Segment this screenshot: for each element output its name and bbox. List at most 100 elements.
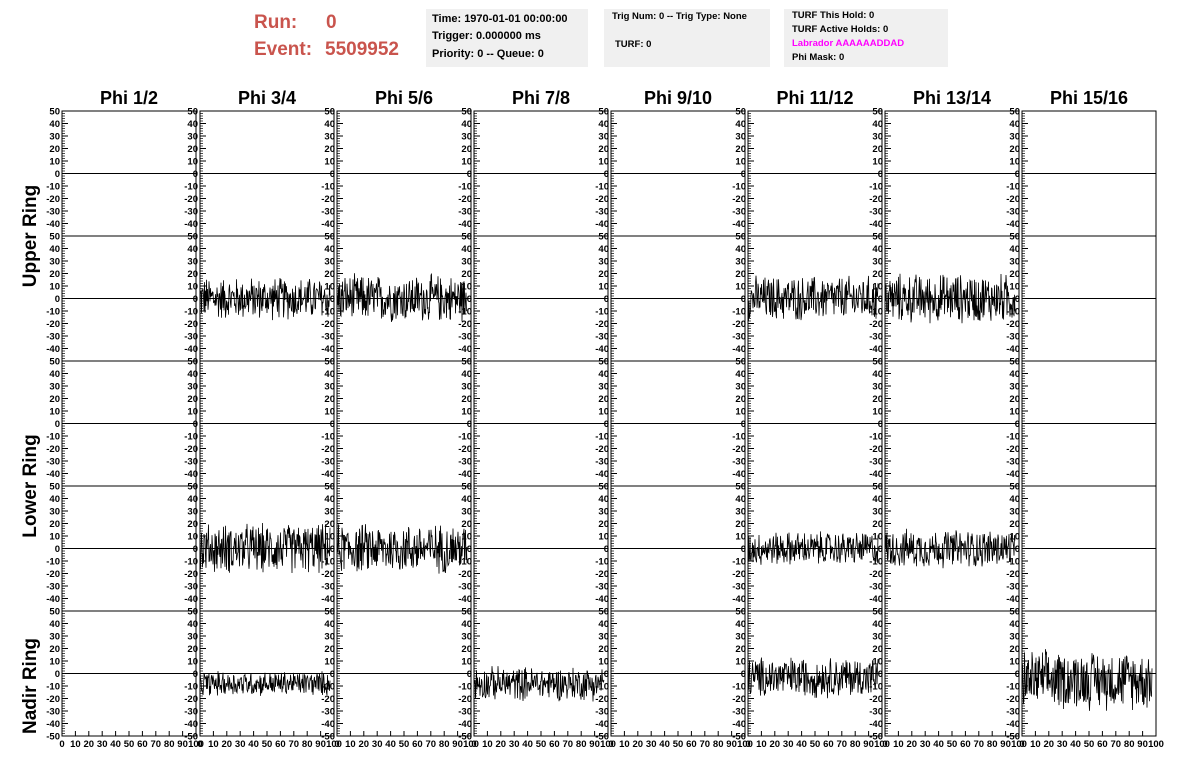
y-tick-label: 30: [598, 257, 609, 268]
column-header: Phi 9/10: [644, 88, 712, 108]
y-tick-label: 10: [1009, 157, 1020, 168]
y-tick-label: 50: [187, 357, 198, 368]
y-tick-label: 0: [330, 169, 335, 180]
y-tick-label: -30: [1006, 207, 1020, 218]
x-tick-label: 20: [770, 739, 781, 750]
y-tick-label: 40: [598, 244, 609, 255]
y-tick-label: -40: [184, 469, 198, 480]
x-tick-label: 10: [756, 739, 767, 750]
x-tick-label: 50: [947, 739, 958, 750]
x-tick-label: 40: [659, 739, 670, 750]
x-tick-label: 0: [882, 739, 887, 750]
waveform-trace: [747, 275, 879, 322]
y-tick-label: -40: [1006, 344, 1020, 355]
y-tick-label: 10: [872, 157, 883, 168]
y-tick-label: -40: [1006, 219, 1020, 230]
y-tick-label: 40: [49, 244, 60, 255]
column-header: Phi 13/14: [913, 88, 991, 108]
y-tick-label: -10: [869, 182, 883, 193]
x-tick-label: 30: [920, 739, 931, 750]
ring-label: Upper Ring: [20, 185, 41, 287]
y-tick-label: 20: [872, 644, 883, 655]
y-tick-label: -30: [1006, 457, 1020, 468]
y-tick-label: 30: [49, 507, 60, 518]
y-tick-label: 10: [872, 657, 883, 668]
x-tick-label: 80: [1124, 739, 1135, 750]
y-tick-label: 0: [467, 294, 472, 305]
y-tick-label: -10: [458, 432, 472, 443]
y-tick-label: -20: [458, 444, 472, 455]
y-tick-label: -30: [46, 332, 60, 343]
x-tick-label: 20: [359, 739, 370, 750]
y-tick-label: -10: [1006, 557, 1020, 568]
y-tick-label: -10: [184, 182, 198, 193]
x-tick-label: 60: [137, 739, 148, 750]
y-tick-label: 30: [49, 632, 60, 643]
y-tick-label: -20: [321, 444, 335, 455]
y-tick-label: 50: [49, 107, 60, 118]
y-tick-label: 30: [461, 257, 472, 268]
y-tick-label: 0: [467, 669, 472, 680]
x-tick-label: 80: [850, 739, 861, 750]
y-tick-label: -10: [595, 557, 609, 568]
y-tick-label: 20: [598, 144, 609, 155]
y-tick-label: 50: [1009, 482, 1020, 493]
y-tick-label: -30: [46, 707, 60, 718]
y-tick-label: 30: [872, 257, 883, 268]
x-tick-label: 40: [933, 739, 944, 750]
waveform-trace: [199, 670, 331, 696]
waveform-trace: [884, 528, 1016, 569]
x-tick-label: 70: [289, 739, 300, 750]
y-tick-label: 30: [461, 507, 472, 518]
y-tick-label: -50: [869, 732, 883, 743]
y-tick-label: 40: [49, 619, 60, 630]
y-tick-label: -30: [732, 707, 746, 718]
y-tick-label: -10: [321, 432, 335, 443]
y-tick-label: 40: [1009, 244, 1020, 255]
x-tick-label: 70: [700, 739, 711, 750]
y-tick-label: -30: [321, 332, 335, 343]
y-tick-label: -20: [46, 194, 60, 205]
y-tick-label: -40: [184, 219, 198, 230]
y-tick-label: -30: [869, 582, 883, 593]
x-tick-label: 100: [737, 739, 753, 750]
y-tick-label: 0: [55, 669, 60, 680]
y-tick-label: -10: [595, 307, 609, 318]
turf-info-box: TURF This Hold: 0 TURF Active Holds: 0 L…: [784, 9, 948, 67]
y-tick-label: 30: [1009, 132, 1020, 143]
y-tick-label: 0: [55, 419, 60, 430]
x-tick-label: 0: [608, 739, 613, 750]
ring-label: Nadir Ring: [20, 638, 41, 734]
y-tick-label: 10: [187, 157, 198, 168]
y-tick-label: -40: [46, 219, 60, 230]
y-tick-label: 30: [461, 382, 472, 393]
y-tick-label: -30: [595, 457, 609, 468]
y-tick-label: 20: [735, 394, 746, 405]
x-tick-label: 100: [1011, 739, 1027, 750]
y-tick-label: 50: [872, 357, 883, 368]
y-tick-label: 30: [324, 132, 335, 143]
y-tick-label: 50: [735, 357, 746, 368]
x-tick-label: 20: [907, 739, 918, 750]
y-tick-label: 0: [330, 294, 335, 305]
y-tick-label: -30: [595, 582, 609, 593]
y-tick-label: -10: [46, 182, 60, 193]
y-tick-label: -30: [458, 457, 472, 468]
y-tick-label: -30: [184, 582, 198, 593]
y-tick-label: 10: [598, 657, 609, 668]
y-tick-label: 50: [187, 607, 198, 618]
y-tick-label: -20: [595, 569, 609, 580]
y-tick-label: -10: [869, 307, 883, 318]
y-tick-label: 40: [1009, 494, 1020, 505]
y-tick-label: 40: [461, 369, 472, 380]
y-tick-label: 30: [1009, 382, 1020, 393]
y-tick-label: -10: [458, 307, 472, 318]
y-tick-label: 20: [1009, 644, 1020, 655]
y-tick-label: -20: [595, 694, 609, 705]
